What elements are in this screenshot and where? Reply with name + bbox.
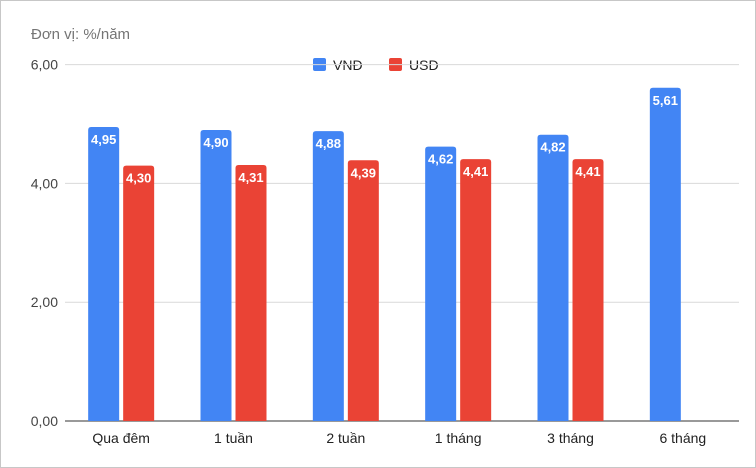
x-tick-label: 6 tháng	[659, 430, 706, 446]
data-label: 4,95	[91, 132, 116, 147]
bars: 4,95 4,30 4,90 4,31 4,88 4,39 4,62 4,41 4,82 4,41…	[88, 87, 681, 422]
data-label: 4,82	[540, 140, 565, 155]
bar	[235, 165, 267, 421]
x-tick-label: 1 tháng	[435, 430, 482, 446]
data-label: 4,39	[351, 165, 376, 180]
bar	[649, 87, 681, 422]
x-tick-label: 1 tuần	[214, 430, 253, 446]
bar	[572, 159, 604, 421]
bar	[460, 159, 492, 421]
y-tick-label: 2,00	[31, 294, 58, 310]
y-tick-label: 6,00	[31, 57, 58, 73]
data-label: 4,41	[463, 164, 488, 179]
data-label: 4,88	[316, 136, 341, 151]
bar	[425, 146, 457, 421]
y-tick-label: 0,00	[31, 413, 58, 429]
bar	[123, 165, 155, 421]
data-label: 4,31	[238, 170, 263, 185]
x-axis: Qua đêm 1 tuần 2 tuần 1 tháng 3 tháng 6 tháng	[92, 430, 706, 446]
data-label: 4,62	[428, 152, 453, 167]
data-label: 4,41	[575, 164, 600, 179]
data-label: 5,61	[653, 93, 678, 108]
bar	[200, 129, 232, 421]
bar	[88, 127, 120, 421]
data-label: 4,90	[203, 135, 228, 150]
data-label: 4,30	[126, 171, 151, 186]
gridlines	[65, 64, 739, 422]
bar	[347, 160, 379, 421]
y-axis: 0,00 2,00 4,00 6,00	[31, 57, 58, 429]
y-tick-label: 4,00	[31, 175, 58, 191]
x-tick-label: Qua đêm	[92, 430, 150, 446]
chart-title: Đơn vị: %/năm	[31, 26, 130, 43]
x-tick-label: 2 tuần	[326, 430, 365, 446]
bar	[537, 134, 569, 422]
x-tick-label: 3 tháng	[547, 430, 594, 446]
bar	[312, 131, 344, 421]
